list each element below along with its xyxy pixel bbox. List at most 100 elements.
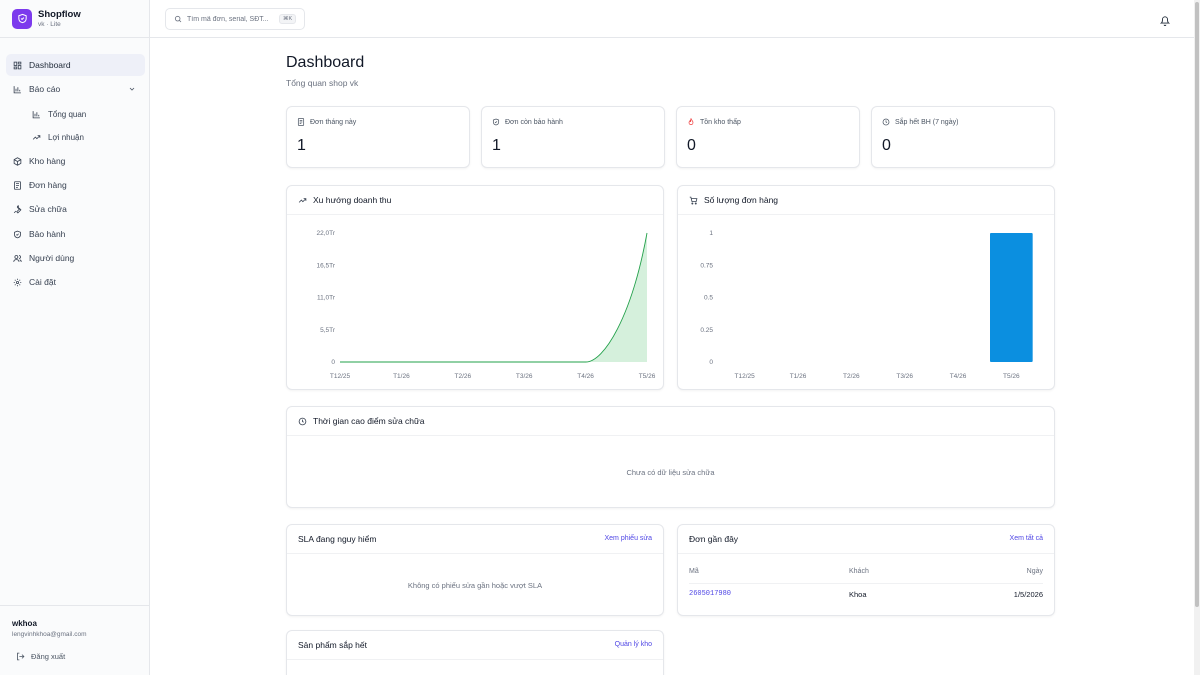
receipt-icon [13,180,22,190]
orders-chart-card: Số lượng đơn hàng 0 0.25 0.5 0.75 1 T12/25 T1/… [677,185,1055,390]
sla-empty: Không có phiếu sửa gần hoặc vượt SLA [407,581,543,590]
stat-value: 0 [882,137,891,154]
stat-card-low-stock[interactable]: Tồn kho thấp 0 [676,106,860,168]
page-title: Dashboard [286,54,365,71]
stat-card-orders-month[interactable]: Đơn tháng này 1 [286,106,470,168]
package-icon [13,156,22,166]
user-panel: wkhoa lengvinhkhoa@gmail.com Đăng xuất [0,605,150,675]
trending-up-icon [32,133,41,142]
view-repairs-link[interactable]: Xem phiếu sửa [604,535,653,542]
stat-label: Đơn còn bảo hành [505,118,563,126]
stat-label: Đơn tháng này [310,118,357,126]
order-date: 1/5/2026 [1013,590,1043,599]
notification-button[interactable] [1159,13,1171,31]
sla-title: SLA đang nguy hiểm [298,534,377,544]
topbar: ⌘K [150,0,1194,38]
scrollbar[interactable] [1194,0,1200,675]
sidebar-item-orders[interactable]: Đơn hàng [6,174,145,196]
chevron-down-icon[interactable] [128,85,136,93]
order-customer: Khoa [849,590,867,599]
column-header-code: Mã [689,568,699,575]
x-tick-label: T3/26 [896,373,913,380]
page-subtitle: Tổng quan shop vk [286,78,359,88]
user-name: wkhoa [12,619,37,628]
repair-peak-empty: Chưa có dữ liệu sửa chữa [626,468,715,477]
user-email: lengvinhkhoa@gmail.com [12,631,87,638]
sidebar-item-repairs[interactable]: Sửa chữa [6,198,145,220]
y-tick-label: 1 [709,230,713,237]
bar-chart-icon [32,110,41,119]
table-divider [689,583,1043,584]
low-stock-card: Sản phẩm sắp hết Quản lý kho [286,630,664,675]
sidebar-item-label: Dashboard [29,60,71,70]
sidebar-item-label: Kho hàng [29,156,66,166]
x-tick-label: T1/26 [790,373,807,380]
low-stock-title: Sản phẩm sắp hết [298,640,367,650]
repair-peak-title: Thời gian cao điểm sửa chữa [313,416,425,426]
logout-button[interactable]: Đăng xuất [12,652,138,661]
x-tick-label: T5/26 [1003,373,1020,380]
y-tick-label: 11,0Tr [317,295,336,302]
brand-name: Shopflow [38,8,81,20]
sidebar-item-profit[interactable]: Lợi nhuận [6,126,145,148]
x-tick-label: T4/26 [577,373,594,380]
shield-icon [492,118,500,126]
y-tick-label: 0 [709,359,713,366]
view-all-link[interactable]: Xem tất cả [1009,535,1043,542]
search-input[interactable] [187,15,279,23]
stat-card-warranty-expiring[interactable]: Sắp hết BH (7 ngày) 0 [871,106,1055,168]
flame-icon [688,118,694,126]
revenue-chart: 0 5,5Tr 11,0Tr 16,5Tr 22,0Tr T12/25 T1/26 T2/26… [316,230,656,380]
y-tick-label: 0 [331,359,335,366]
sla-card: SLA đang nguy hiểm Xem phiếu sửa Không c… [286,524,664,616]
stat-value: 0 [687,137,696,154]
stat-card-warranty-active[interactable]: Đơn còn bảo hành 1 [481,106,665,168]
manage-inventory-link[interactable]: Quản lý kho [614,641,652,648]
y-tick-label: 5,5Tr [320,327,336,334]
sidebar-item-settings[interactable]: Cài đặt [6,271,145,293]
revenue-chart-title: Xu hướng doanh thu [313,195,392,205]
shield-icon [13,230,22,239]
brand[interactable]: Shopflow vk · Lite [0,0,149,38]
sidebar-item-overview[interactable]: Tổng quan [6,103,145,125]
sidebar-item-label: Người dùng [29,253,75,263]
orders-chart: 0 0.25 0.5 0.75 1 T12/25 T1/26 T2/26 T3/26 T4/26 T… [700,230,1033,380]
orders-chart-title: Số lượng đơn hàng [704,195,779,205]
sidebar-item-inventory[interactable]: Kho hàng [6,150,145,172]
x-tick-label: T12/25 [330,373,351,380]
shield-logo-icon [12,8,32,29]
sidebar-item-users[interactable]: Người dùng [6,247,145,269]
search-icon [174,15,182,23]
sidebar-item-label: Tổng quan [48,109,87,119]
sidebar-item-warranty[interactable]: Bảo hành [6,223,145,245]
gear-icon [13,278,22,287]
sidebar-item-reports[interactable]: Báo cáo [6,78,145,100]
search-box[interactable]: ⌘K [165,8,305,30]
order-code-link[interactable]: 2605017980 [689,590,732,598]
sidebar-item-label: Sửa chữa [29,204,67,214]
clock-icon [882,118,890,126]
recent-orders-title: Đơn gần đây [689,534,739,544]
x-tick-label: T5/26 [639,373,656,380]
revenue-series-line [340,232,648,363]
x-tick-label: T2/26 [454,373,471,380]
sidebar-item-label: Cài đặt [29,277,56,287]
stat-value: 1 [492,137,501,154]
trending-up-icon [298,197,307,203]
scrollbar-thumb[interactable] [1195,2,1199,607]
x-tick-label: T2/26 [843,373,860,380]
receipt-icon [297,118,305,126]
repair-peak-card: Thời gian cao điểm sửa chữa Chưa có dữ l… [286,406,1055,508]
order-bar [990,233,1033,362]
y-tick-label: 0.5 [704,295,713,302]
y-tick-label: 0.75 [700,262,713,269]
y-tick-label: 22,0Tr [316,230,335,237]
logout-label: Đăng xuất [31,652,66,661]
users-icon [13,254,22,263]
sidebar-item-label: Lợi nhuận [48,132,84,142]
sidebar-item-dashboard[interactable]: Dashboard [6,54,145,76]
brand-sub: vk · Lite [38,20,61,28]
x-tick-label: T1/26 [393,373,410,380]
cart-icon [689,196,698,204]
sidebar-item-label: Bảo hành [29,229,66,239]
